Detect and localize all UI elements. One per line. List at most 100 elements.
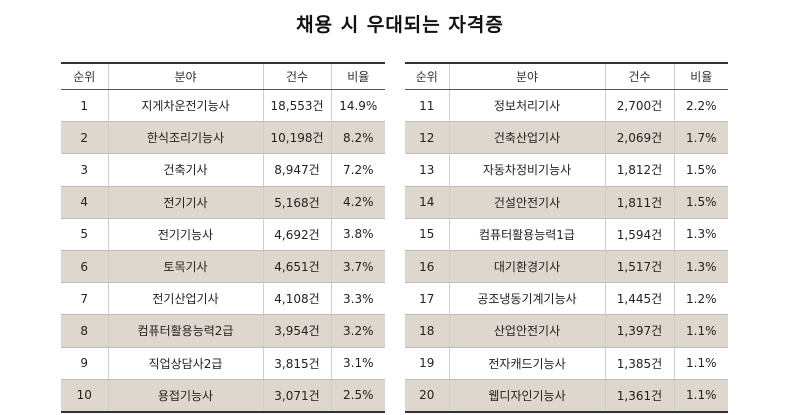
cell-count: 1,445건 xyxy=(604,282,674,316)
cell-count: 4,692건 xyxy=(262,218,331,251)
cell-ratio: 1.5% xyxy=(673,153,728,187)
table-row: 16 대기환경기사 1,517건 1.3% xyxy=(405,250,728,284)
cell-ratio: 3.1% xyxy=(330,347,385,380)
table-row: 20 웹디자인기능사 1,361건 1.1% xyxy=(405,379,728,413)
header-count: 건수 xyxy=(604,62,674,90)
cell-ratio: 1.1% xyxy=(673,314,728,348)
table-header-row: 순위 분야 건수 비율 xyxy=(405,62,728,90)
table-row: 5 전기기능사 4,692건 3.8% xyxy=(61,218,385,251)
cell-ratio: 3.8% xyxy=(330,218,385,251)
table-row: 9 직업상담사2급 3,815건 3.1% xyxy=(61,347,385,380)
cell-count: 1,397건 xyxy=(604,314,674,348)
cell-rank: 1 xyxy=(61,89,108,123)
header-rank: 순위 xyxy=(405,62,449,90)
cell-field: 자동차정비기능사 xyxy=(448,153,605,187)
table-row: 11 정보처리기사 2,700건 2.2% xyxy=(405,89,728,123)
cell-field: 컴퓨터활용능력1급 xyxy=(448,218,605,251)
ranking-table-left: 순위 분야 건수 비율 1 지게차운전기능사 18,553건 14.9% 2 한… xyxy=(61,62,385,413)
cell-rank: 14 xyxy=(405,186,449,219)
cell-count: 4,108건 xyxy=(262,282,331,316)
cell-ratio: 2.2% xyxy=(673,89,728,123)
ranking-table-right: 순위 분야 건수 비율 11 정보처리기사 2,700건 2.2% 12 건축산… xyxy=(405,62,728,413)
cell-ratio: 3.7% xyxy=(330,250,385,284)
cell-field: 웹디자인기능사 xyxy=(448,379,605,413)
cell-field: 건축기사 xyxy=(107,153,263,187)
header-field: 분야 xyxy=(107,62,263,90)
cell-rank: 12 xyxy=(405,121,449,155)
table-row: 3 건축기사 8,947건 7.2% xyxy=(61,153,385,187)
cell-ratio: 1.1% xyxy=(673,347,728,380)
table-row: 1 지게차운전기능사 18,553건 14.9% xyxy=(61,89,385,123)
table-row: 8 컴퓨터활용능력2급 3,954건 3.2% xyxy=(61,314,385,348)
cell-count: 1,385건 xyxy=(604,347,674,380)
header-field: 분야 xyxy=(448,62,605,90)
cell-field: 대기환경기사 xyxy=(448,250,605,284)
cell-rank: 6 xyxy=(61,250,108,284)
cell-ratio: 1.7% xyxy=(673,121,728,155)
table-row: 2 한식조리기능사 10,198건 8.2% xyxy=(61,121,385,155)
cell-ratio: 1.2% xyxy=(673,282,728,316)
cell-field: 건축산업기사 xyxy=(448,121,605,155)
cell-count: 1,517건 xyxy=(604,250,674,284)
cell-count: 2,700건 xyxy=(604,89,674,123)
table-row: 13 자동차정비기능사 1,812건 1.5% xyxy=(405,153,728,187)
cell-rank: 19 xyxy=(405,347,449,380)
cell-count: 1,812건 xyxy=(604,153,674,187)
cell-ratio: 2.5% xyxy=(330,379,385,413)
cell-field: 전자캐드기능사 xyxy=(448,347,605,380)
cell-ratio: 1.3% xyxy=(673,250,728,284)
cell-ratio: 14.9% xyxy=(330,89,385,123)
cell-field: 공조냉동기계기능사 xyxy=(448,282,605,316)
cell-ratio: 1.3% xyxy=(673,218,728,251)
cell-ratio: 1.5% xyxy=(673,186,728,219)
cell-field: 전기기사 xyxy=(107,186,263,219)
cell-ratio: 4.2% xyxy=(330,186,385,219)
table-row: 6 토목기사 4,651건 3.7% xyxy=(61,250,385,284)
cell-count: 18,553건 xyxy=(262,89,331,123)
cell-rank: 3 xyxy=(61,153,108,187)
cell-field: 직업상담사2급 xyxy=(107,347,263,380)
cell-field: 정보처리기사 xyxy=(448,89,605,123)
cell-count: 3,815건 xyxy=(262,347,331,380)
header-ratio: 비율 xyxy=(330,62,385,90)
cell-rank: 15 xyxy=(405,218,449,251)
cell-rank: 7 xyxy=(61,282,108,316)
cell-rank: 20 xyxy=(405,379,449,413)
table-row: 14 건설안전기사 1,811건 1.5% xyxy=(405,186,728,219)
cell-count: 1,811건 xyxy=(604,186,674,219)
cell-rank: 10 xyxy=(61,379,108,413)
cell-rank: 17 xyxy=(405,282,449,316)
cell-count: 3,954건 xyxy=(262,314,331,348)
cell-rank: 8 xyxy=(61,314,108,348)
cell-ratio: 1.1% xyxy=(673,379,728,413)
cell-ratio: 3.3% xyxy=(330,282,385,316)
cell-rank: 9 xyxy=(61,347,108,380)
cell-field: 전기기능사 xyxy=(107,218,263,251)
cell-field: 한식조리기능사 xyxy=(107,121,263,155)
cell-rank: 16 xyxy=(405,250,449,284)
header-rank: 순위 xyxy=(61,62,108,90)
cell-ratio: 7.2% xyxy=(330,153,385,187)
cell-count: 1,361건 xyxy=(604,379,674,413)
cell-field: 지게차운전기능사 xyxy=(107,89,263,123)
table-row: 4 전기기사 5,168건 4.2% xyxy=(61,186,385,219)
header-count: 건수 xyxy=(262,62,331,90)
cell-count: 8,947건 xyxy=(262,153,331,187)
cell-count: 3,071건 xyxy=(262,379,331,413)
cell-count: 10,198건 xyxy=(262,121,331,155)
header-ratio: 비율 xyxy=(673,62,728,90)
cell-rank: 5 xyxy=(61,218,108,251)
page-title: 채용 시 우대되는 자격증 xyxy=(296,14,504,36)
table-row: 7 전기산업기사 4,108건 3.3% xyxy=(61,282,385,316)
cell-rank: 2 xyxy=(61,121,108,155)
cell-field: 전기산업기사 xyxy=(107,282,263,316)
table-row: 10 용접기능사 3,071건 2.5% xyxy=(61,379,385,413)
cell-field: 토목기사 xyxy=(107,250,263,284)
cell-field: 컴퓨터활용능력2급 xyxy=(107,314,263,348)
table-row: 18 산업안전기사 1,397건 1.1% xyxy=(405,314,728,348)
table-row: 17 공조냉동기계기능사 1,445건 1.2% xyxy=(405,282,728,316)
cell-field: 산업안전기사 xyxy=(448,314,605,348)
cell-field: 건설안전기사 xyxy=(448,186,605,219)
cell-count: 4,651건 xyxy=(262,250,331,284)
cell-count: 2,069건 xyxy=(604,121,674,155)
